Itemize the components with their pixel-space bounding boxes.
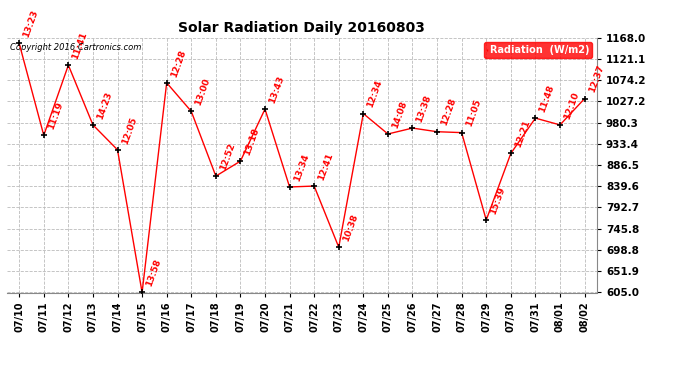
Text: 13:00: 13:00 — [194, 77, 212, 107]
Text: 11:19: 11:19 — [46, 101, 65, 131]
Text: 13:43: 13:43 — [268, 75, 286, 105]
Text: 12:41: 12:41 — [317, 152, 335, 182]
Text: 12:21: 12:21 — [513, 119, 531, 149]
Text: 13:58: 13:58 — [145, 258, 163, 288]
Text: 15:39: 15:39 — [489, 185, 507, 216]
Text: 12:28: 12:28 — [169, 48, 188, 78]
Text: 12:34: 12:34 — [366, 79, 384, 109]
Text: 14:23: 14:23 — [95, 90, 114, 120]
Text: 12:05: 12:05 — [120, 116, 138, 145]
Text: 13:23: 13:23 — [21, 9, 40, 39]
Text: 12:37: 12:37 — [587, 64, 605, 94]
Text: 12:10: 12:10 — [562, 90, 581, 120]
Text: 11:05: 11:05 — [464, 98, 482, 128]
Text: 13:38: 13:38 — [415, 94, 433, 123]
Text: 14:08: 14:08 — [391, 99, 408, 129]
Text: 11:48: 11:48 — [538, 84, 556, 114]
Title: Solar Radiation Daily 20160803: Solar Radiation Daily 20160803 — [179, 21, 425, 35]
Text: 11:41: 11:41 — [71, 30, 89, 61]
Text: 12:52: 12:52 — [218, 142, 237, 172]
Legend: Radiation  (W/m2): Radiation (W/m2) — [484, 42, 592, 58]
Text: 12:28: 12:28 — [440, 97, 457, 127]
Text: Copyright 2016 Cartronics.com: Copyright 2016 Cartronics.com — [10, 43, 141, 52]
Text: 13:18: 13:18 — [243, 127, 261, 157]
Text: 13:34: 13:34 — [292, 152, 310, 183]
Text: 10:38: 10:38 — [341, 213, 359, 243]
